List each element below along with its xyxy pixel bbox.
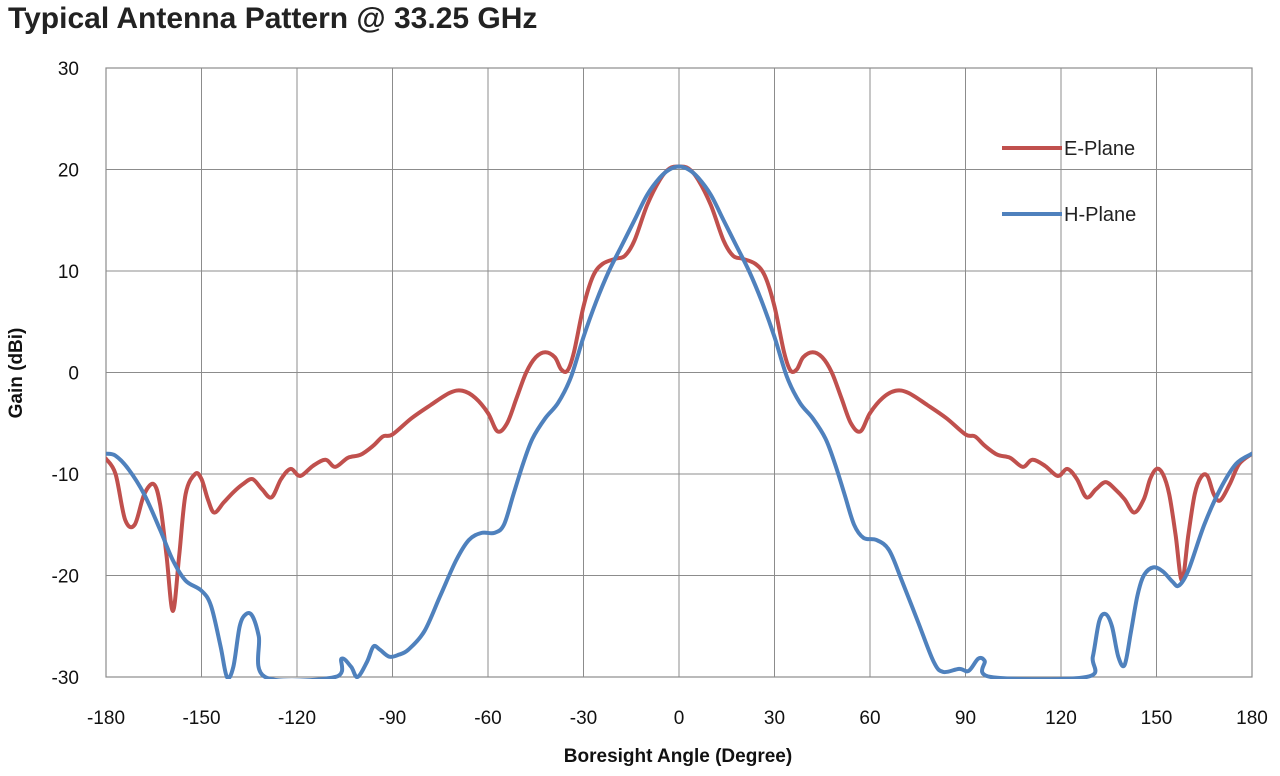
x-axis-label: Boresight Angle (Degree) [564, 746, 792, 767]
y-tick-label: 20 [58, 161, 79, 182]
x-tick-label: -180 [87, 708, 125, 729]
y-tick-label: 10 [58, 262, 79, 283]
tick-labels: -180 -150 -120 -90 -60 -30 0 30 60 90 120 150 180 -30… [52, 59, 1268, 729]
x-tick-label: -150 [182, 708, 220, 729]
legend: E-Plane H-Plane [1002, 138, 1136, 226]
grid [105, 67, 1253, 678]
y-tick-label: -20 [52, 567, 79, 588]
series-layer [106, 164, 1252, 679]
y-tick-label: -10 [52, 465, 79, 486]
x-tick-label: 120 [1045, 708, 1077, 729]
x-tick-label: -30 [570, 708, 597, 729]
legend-label-e-plane: E-Plane [1064, 138, 1135, 160]
series-line-h-plane [106, 164, 1252, 679]
x-tick-label: 150 [1141, 708, 1173, 729]
x-tick-label: -120 [278, 708, 316, 729]
x-tick-label: 30 [764, 708, 785, 729]
y-tick-label: 0 [68, 364, 79, 385]
x-tick-label: 180 [1236, 708, 1268, 729]
x-tick-label: 0 [674, 708, 685, 729]
y-tick-label: -30 [52, 668, 79, 689]
x-tick-label: 60 [859, 708, 880, 729]
y-axis-label: Gain (dBi) [6, 328, 27, 419]
legend-label-h-plane: H-Plane [1064, 204, 1136, 226]
x-tick-label: 90 [955, 708, 976, 729]
x-tick-label: -90 [379, 708, 406, 729]
x-tick-label: -60 [474, 708, 501, 729]
y-tick-label: 30 [58, 59, 79, 80]
chart-title: Typical Antenna Pattern @ 33.25 GHz [8, 2, 538, 35]
